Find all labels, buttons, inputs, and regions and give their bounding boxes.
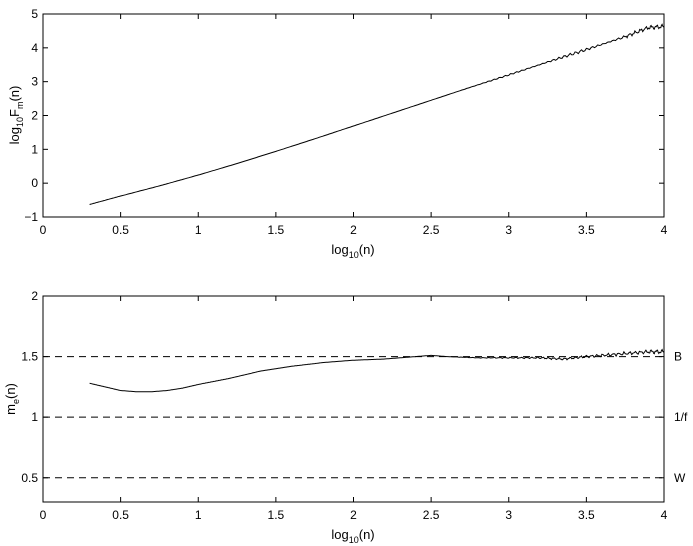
reference-label: B	[674, 350, 682, 364]
top-x-tick-label: 1	[195, 223, 202, 237]
top-y-tick-label: 2	[31, 109, 38, 123]
bottom-x-tick-label: 2.5	[423, 508, 440, 522]
top-y-tick-label: 3	[31, 75, 38, 89]
bottom-y-tick-label: 1.5	[21, 350, 38, 364]
top-x-tick-label: 1.5	[268, 223, 285, 237]
top-y-tick-label: −1	[24, 210, 38, 224]
bottom-x-tick-label: 3	[505, 508, 512, 522]
bottom-x-tick-label: 4	[661, 508, 668, 522]
top-y-axis-label: log10Fm(n)	[7, 86, 25, 145]
top-y-tick-label: 4	[31, 41, 38, 55]
bottom-x-tick-label: 1	[195, 508, 202, 522]
top-y-tick-label: 5	[31, 7, 38, 21]
top-x-axis-label: log10(n)	[331, 242, 374, 260]
top-x-tick-label: 0.5	[112, 223, 129, 237]
bottom-x-axis-label: log10(n)	[331, 527, 374, 545]
reference-label: W	[674, 471, 686, 485]
top-x-tick-label: 0	[40, 223, 47, 237]
reference-label: 1/f	[674, 410, 688, 424]
bottom-x-tick-label: 0.5	[112, 508, 129, 522]
bottom-plot-panel: B 1/f W 0 0.5 1 1.5 2 2.5 3 3.5 4 0.5 1 1.5 2 log10(n)…	[3, 289, 688, 545]
bottom-y-tick-label: 2	[31, 289, 38, 303]
bottom-y-tick-label: 0.5	[21, 471, 38, 485]
bottom-x-tick-label: 1.5	[268, 508, 285, 522]
top-x-tick-label: 4	[661, 223, 668, 237]
bottom-y-axis-label: me(n)	[3, 383, 21, 415]
bottom-plot-frame	[42, 295, 665, 503]
bottom-y-tick-label: 1	[31, 410, 38, 424]
top-x-tick-label: 3.5	[578, 223, 595, 237]
bottom-x-tick-label: 0	[40, 508, 47, 522]
top-x-tick-label: 3	[505, 223, 512, 237]
bottom-series-line	[89, 348, 665, 393]
bottom-x-tick-label: 2	[350, 508, 357, 522]
bottom-plot-ticks: 0 0.5 1 1.5 2 2.5 3 3.5 4 0.5 1 1.5 2	[21, 289, 667, 522]
top-y-tick-label: 1	[31, 142, 38, 156]
bottom-reference-lines: B 1/f W	[43, 350, 688, 485]
top-series-line	[89, 23, 665, 205]
top-plot-frame	[42, 13, 665, 218]
top-x-tick-label: 2.5	[423, 223, 440, 237]
top-x-tick-label: 2	[350, 223, 357, 237]
top-y-tick-label: 0	[31, 176, 38, 190]
bottom-x-tick-label: 3.5	[578, 508, 595, 522]
